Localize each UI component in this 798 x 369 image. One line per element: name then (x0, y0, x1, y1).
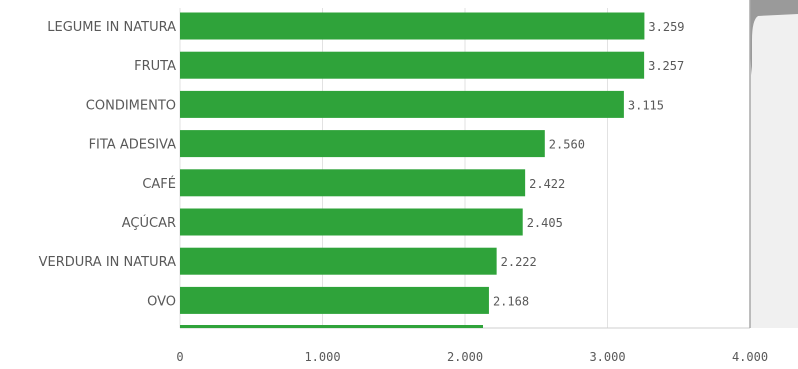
scrollbar[interactable] (749, 0, 798, 328)
category-label: FRUTA (134, 59, 176, 74)
scrollbar-thumb[interactable] (750, 0, 798, 75)
x-axis-ticks: 0 1.000 2.000 3.000 4.000 (176, 350, 768, 364)
category-label: OVO (147, 294, 176, 309)
bar[interactable] (180, 247, 497, 275)
value-label: 2.168 (493, 294, 529, 308)
value-labels: 3.259 3.257 3.115 2.560 2.422 2.405 2.222 2.168 (493, 20, 685, 308)
x-tick-label: 1.000 (304, 350, 340, 364)
x-tick-label: 2.000 (447, 350, 483, 364)
bar-partial (180, 325, 483, 328)
bars (180, 12, 645, 328)
value-label: 3.115 (628, 98, 664, 112)
value-label: 2.560 (549, 138, 585, 152)
category-label: CONDIMENTO (86, 98, 176, 113)
value-label: 2.405 (527, 216, 563, 230)
bar[interactable] (180, 90, 624, 118)
value-label: 2.222 (501, 255, 537, 269)
bar[interactable] (180, 130, 545, 158)
category-label: LEGUME IN NATURA (47, 20, 176, 35)
value-label: 2.422 (529, 177, 565, 191)
category-label: VERDURA IN NATURA (39, 255, 176, 270)
category-label: CAFÉ (142, 176, 176, 192)
bar[interactable] (180, 208, 523, 236)
bar[interactable] (180, 51, 645, 79)
x-tick-label: 3.000 (589, 350, 625, 364)
category-label: FITA ADESIVA (89, 138, 177, 153)
bar[interactable] (180, 169, 526, 197)
category-labels: LEGUME IN NATURA FRUTA CONDIMENTO FITA ADES… (39, 20, 176, 309)
bar[interactable] (180, 286, 489, 314)
bar[interactable] (180, 12, 645, 40)
value-label: 3.259 (648, 20, 684, 34)
scrollbar-track[interactable] (750, 0, 798, 328)
value-label: 3.257 (648, 59, 684, 73)
x-tick-label: 0 (176, 350, 183, 364)
category-label: AÇÚCAR (122, 215, 176, 231)
x-tick-label: 4.000 (732, 350, 768, 364)
